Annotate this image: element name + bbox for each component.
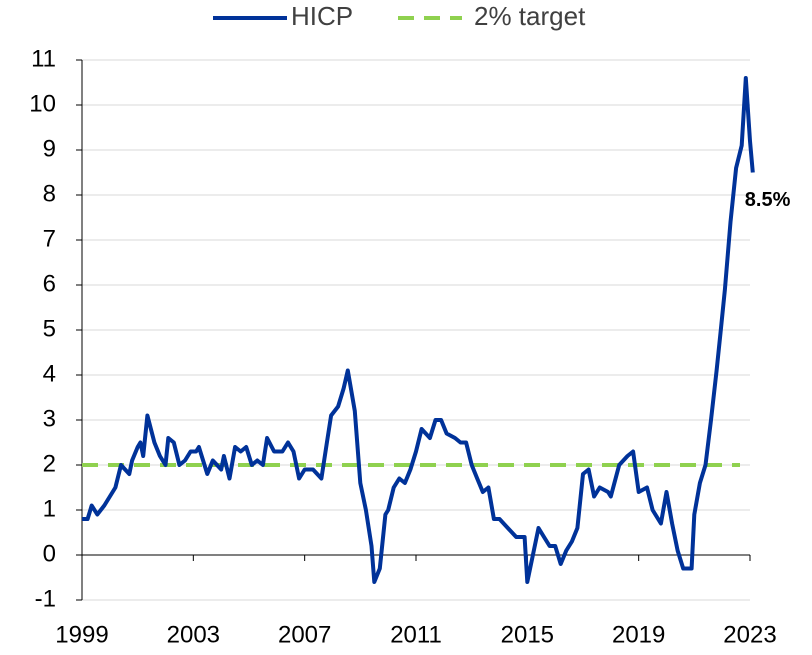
- y-tick-label: 9: [43, 135, 56, 162]
- x-tick-label: 1999: [55, 621, 108, 648]
- legend-label: 2% target: [474, 1, 586, 31]
- y-tick-label: -1: [35, 585, 56, 612]
- x-tick-label: 2011: [390, 621, 442, 648]
- y-tick-label: 6: [43, 270, 56, 297]
- y-tick-label: 0: [43, 540, 56, 567]
- legend-label: HICP: [291, 1, 353, 31]
- y-tick-label: 10: [29, 90, 56, 117]
- x-tick-label: 2007: [278, 621, 331, 648]
- y-tick-label: 2: [43, 450, 56, 477]
- x-tick-label: 2015: [501, 621, 554, 648]
- data-label: 8.5%: [745, 189, 791, 211]
- y-tick-label: 11: [31, 45, 56, 72]
- hicp-line: [82, 76, 755, 584]
- y-tick-label: 1: [43, 495, 56, 522]
- x-tick-label: 2023: [723, 621, 776, 648]
- y-tick-label: 7: [43, 225, 56, 252]
- y-tick-label: 4: [43, 360, 56, 387]
- x-tick-label: 2003: [167, 621, 220, 648]
- x-tick-label: 2019: [612, 621, 665, 648]
- y-tick-label: 5: [43, 315, 56, 342]
- y-tick-label: 3: [43, 405, 56, 432]
- y-tick-label: 8: [43, 180, 56, 207]
